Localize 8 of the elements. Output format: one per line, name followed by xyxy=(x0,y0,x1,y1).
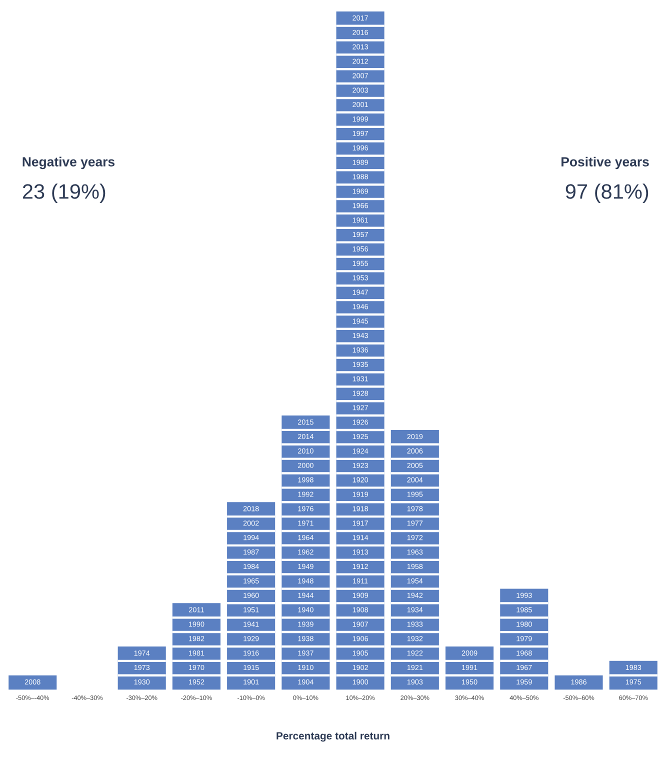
x-axis-title: Percentage total return xyxy=(276,732,390,742)
bar xyxy=(554,675,603,690)
annotation: 97 (81%) xyxy=(566,184,648,203)
bar xyxy=(8,675,57,690)
annotation: 23 (19%) xyxy=(22,184,106,203)
bar xyxy=(609,660,658,690)
annotation: Negative years xyxy=(22,156,115,170)
annotation: Positive years xyxy=(562,156,649,170)
